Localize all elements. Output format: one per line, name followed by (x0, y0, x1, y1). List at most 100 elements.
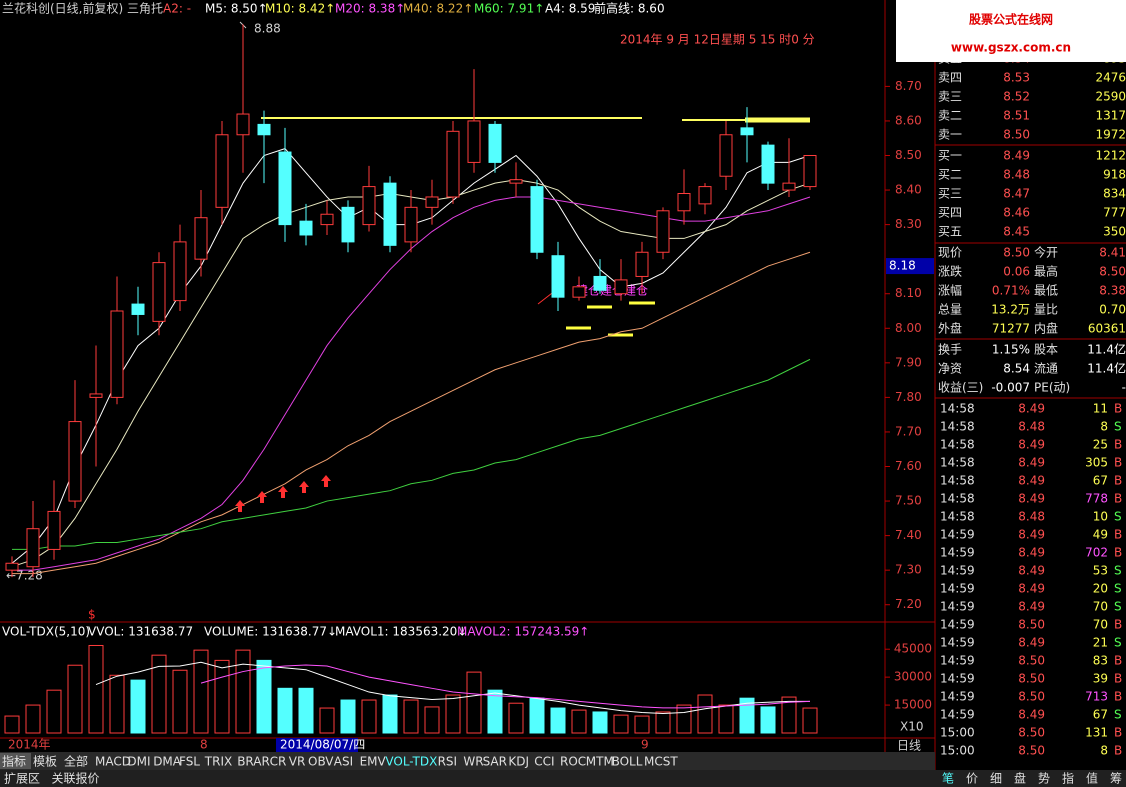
buy-arrow (321, 475, 331, 487)
candle-body (152, 262, 166, 322)
tab[interactable]: 全部 (64, 754, 88, 769)
tab[interactable]: VR (289, 755, 306, 769)
volume-bar (277, 687, 293, 734)
candle-body (26, 528, 40, 568)
volume-bar (634, 715, 650, 734)
bottom-tab[interactable]: 关联报价 (52, 771, 100, 786)
tab[interactable]: MCST (644, 755, 678, 769)
side-tab[interactable]: 值 (1086, 771, 1098, 786)
y-tick-label: 7.80 (895, 390, 922, 404)
tab[interactable]: VOL-TDX (385, 755, 437, 769)
tab[interactable]: CCI (534, 755, 554, 769)
stat-value: 8.50 (1003, 246, 1030, 260)
stat-value: 60361 (1088, 322, 1126, 336)
tab[interactable]: CR (270, 755, 287, 769)
tab[interactable]: SAR (483, 755, 507, 769)
y-tick-label: 15000 (894, 698, 932, 712)
volume-bar (235, 649, 251, 734)
tab[interactable]: RSI (438, 755, 458, 769)
tick-side: B (1114, 618, 1122, 632)
tick-price: 8.49 (1018, 456, 1045, 470)
cursor-date-box (276, 738, 358, 752)
tab[interactable]: KDJ (508, 755, 529, 769)
y-tick-label: 8.60 (895, 113, 922, 127)
stat-value: 8.50 (1099, 265, 1126, 279)
stat-label: 净资 (938, 362, 962, 376)
book-price: 8.49 (1003, 149, 1030, 163)
volume-bar (676, 704, 692, 734)
stat-value: 11.4亿 (1087, 361, 1126, 376)
candle-body (194, 217, 208, 260)
side-tab[interactable]: 细 (990, 772, 1002, 786)
book-volume: 834 (1103, 187, 1126, 201)
volume-header: VVOL: 131638.77 (88, 625, 193, 639)
candle-body (257, 123, 271, 136)
y-tick-label: 7.30 (895, 563, 922, 577)
tick-side: S (1114, 582, 1122, 596)
side-tab[interactable]: 指 (1062, 771, 1074, 786)
stat-value: 8.41 (1099, 246, 1126, 260)
y-tick-label: 8.00 (895, 321, 922, 335)
cursor-price: 8.18 (889, 259, 916, 273)
candle-body (236, 113, 250, 136)
tick-volume: 778 (1085, 492, 1108, 506)
tab[interactable]: EMV (360, 755, 387, 769)
side-tab[interactable]: 盘 (1014, 771, 1026, 786)
candle-body (740, 127, 754, 136)
side-tab[interactable]: 价 (966, 772, 978, 786)
tab[interactable]: BOLL (612, 755, 643, 769)
stat-label: 外盘 (938, 321, 962, 336)
candle-body (488, 123, 502, 163)
tick-side: S (1114, 564, 1122, 578)
tick-price: 8.49 (1018, 402, 1045, 416)
tick-price: 8.49 (1018, 582, 1045, 596)
tick-side: B (1114, 438, 1122, 452)
book-volume: 777 (1103, 206, 1126, 220)
tick-time: 14:59 (940, 672, 975, 686)
tab[interactable]: MTM (586, 755, 614, 769)
volume-bar (487, 689, 503, 734)
side-tab[interactable]: 筹 (1110, 772, 1122, 786)
volume-average (200, 664, 811, 709)
side-tab[interactable]: 笔 (942, 771, 954, 786)
tick-side: B (1114, 528, 1122, 542)
tab[interactable]: ROC (560, 755, 586, 769)
candle-body (530, 186, 544, 253)
book-volume: 1212 (1095, 149, 1126, 163)
tab[interactable]: DMA (153, 755, 182, 769)
book-price: 8.51 (1003, 109, 1030, 123)
y-tick-label: 7.20 (895, 597, 922, 611)
candle-body (467, 120, 481, 163)
tab[interactable]: WR (463, 755, 483, 769)
bottom-tab[interactable]: 扩展区 (4, 772, 40, 786)
tab[interactable]: 模板 (33, 755, 57, 769)
volume-bar (25, 704, 41, 734)
tick-time: 14:58 (940, 402, 975, 416)
stat-label: 收益(三) (938, 381, 983, 395)
y-tick-label: 7.70 (895, 424, 922, 438)
tab[interactable]: BRAR (237, 755, 270, 769)
indicator: M60: 7.91↑ (474, 2, 544, 16)
volume-header: MAVOL2: 157243.59↑ (457, 625, 589, 639)
tab[interactable]: MACD (95, 755, 131, 769)
tab[interactable]: ASI (334, 755, 353, 769)
tick-price: 8.50 (1018, 744, 1045, 758)
indicator: M20: 8.38↑ (335, 2, 405, 16)
stat-label: PE(动) (1034, 381, 1070, 395)
side-tab[interactable]: 势 (1038, 772, 1050, 786)
indicator: A2: - (163, 2, 191, 16)
tab[interactable]: 指标 (2, 754, 26, 769)
volume-bar (445, 694, 461, 734)
tab[interactable]: OBV (308, 755, 334, 769)
tab[interactable]: TRIX (204, 755, 232, 769)
low-label: ←7.28 (6, 569, 43, 583)
tab[interactable]: FSL (179, 755, 200, 769)
period-button[interactable]: 日线 (897, 739, 921, 753)
tick-volume: 70 (1093, 600, 1108, 614)
stat-value: 0.70 (1099, 303, 1126, 317)
volume-bar (298, 687, 314, 734)
y-tick-label: 8.40 (895, 183, 922, 197)
volume-bar (67, 664, 83, 734)
tick-price: 8.48 (1018, 420, 1045, 434)
tab[interactable]: DMI (127, 755, 150, 769)
